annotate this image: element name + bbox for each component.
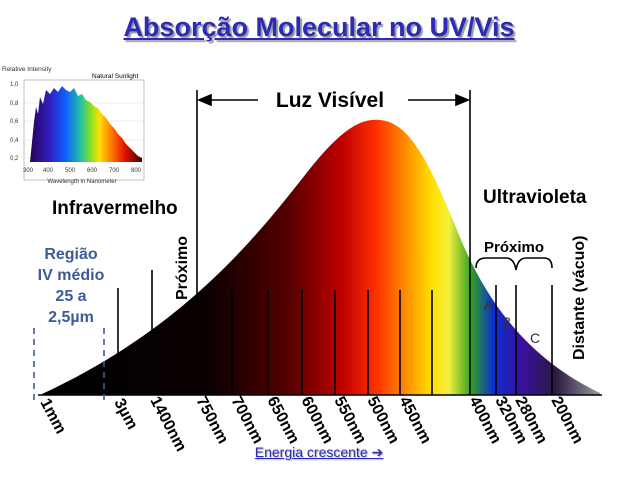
tick-label-200nm: 200nm — [547, 394, 586, 447]
solar-spectrum-inset: Relative Intensity Natural Sunlight 1,0 … — [0, 62, 150, 190]
tick-label-700nm: 700nm — [227, 394, 266, 447]
near-uv-label: Próximo — [484, 239, 544, 256]
region-dashed-lines — [33, 328, 105, 400]
tick-label-650nm: 650nm — [263, 394, 302, 447]
ultraviolet-label: Ultravioleta — [483, 187, 587, 208]
region-line-3: 25 a — [55, 288, 87, 305]
slide-title: Absorção Molecular no UV/Vis — [123, 12, 515, 42]
solar-spectrum-chart: Relative Intensity Natural Sunlight 1,0 … — [2, 66, 145, 185]
svg-text:0,2: 0,2 — [10, 156, 19, 162]
band-b-label: B — [502, 314, 511, 330]
inset-x-label: Wavelength in Nanometer — [47, 179, 116, 185]
near-uv-brace — [475, 257, 553, 271]
near-ir-label: Próximo — [174, 236, 191, 300]
infrared-label: Infravermelho — [52, 198, 178, 219]
far-uv-label: Distante (vácuo) — [571, 236, 588, 360]
energy-footer: Energia crescente ➔ — [0, 444, 638, 461]
svg-text:0,8: 0,8 — [10, 101, 19, 107]
spectrum-curve — [40, 119, 600, 395]
band-c-label: C — [530, 330, 540, 346]
inset-legend: Natural Sunlight — [92, 73, 138, 80]
visible-range-arrows — [196, 93, 471, 107]
tick-lines — [117, 90, 553, 395]
inset-y-ticks: 1,0 0,8 0,6 0,4 0,2 — [10, 82, 19, 162]
svg-text:1,0: 1,0 — [10, 82, 19, 88]
visible-light-label: Luz Visível — [276, 89, 384, 112]
region-line-2: IV médio — [37, 267, 105, 284]
mid-ir-region-label: Região IV médio 25 a 2,5µm — [26, 244, 116, 328]
region-line-4: 2,5µm — [48, 309, 94, 326]
tick-label-750nm: 750nm — [192, 394, 231, 447]
footer-text: Energia crescente — [254, 444, 368, 460]
svg-text:0,4: 0,4 — [10, 138, 19, 144]
inset-y-label: Relative Intensity — [2, 66, 52, 73]
inset-x-ticks: 300 400 500 600 700 800 — [23, 168, 142, 174]
svg-text:300: 300 — [23, 168, 34, 174]
svg-text:400: 400 — [43, 168, 54, 174]
region-line-1: Região — [44, 246, 98, 263]
inset-spectrum-area — [30, 86, 142, 162]
svg-text:600: 600 — [87, 168, 98, 174]
tick-label-3um: 3µm — [110, 396, 140, 433]
tick-label-1mm: 1mm — [36, 396, 69, 437]
arrow-right-icon: ➔ — [371, 444, 384, 460]
svg-text:800: 800 — [131, 168, 142, 174]
svg-text:700: 700 — [109, 168, 120, 174]
band-a-label: A — [484, 297, 494, 313]
svg-text:0,6: 0,6 — [10, 119, 19, 125]
svg-text:500: 500 — [65, 168, 76, 174]
